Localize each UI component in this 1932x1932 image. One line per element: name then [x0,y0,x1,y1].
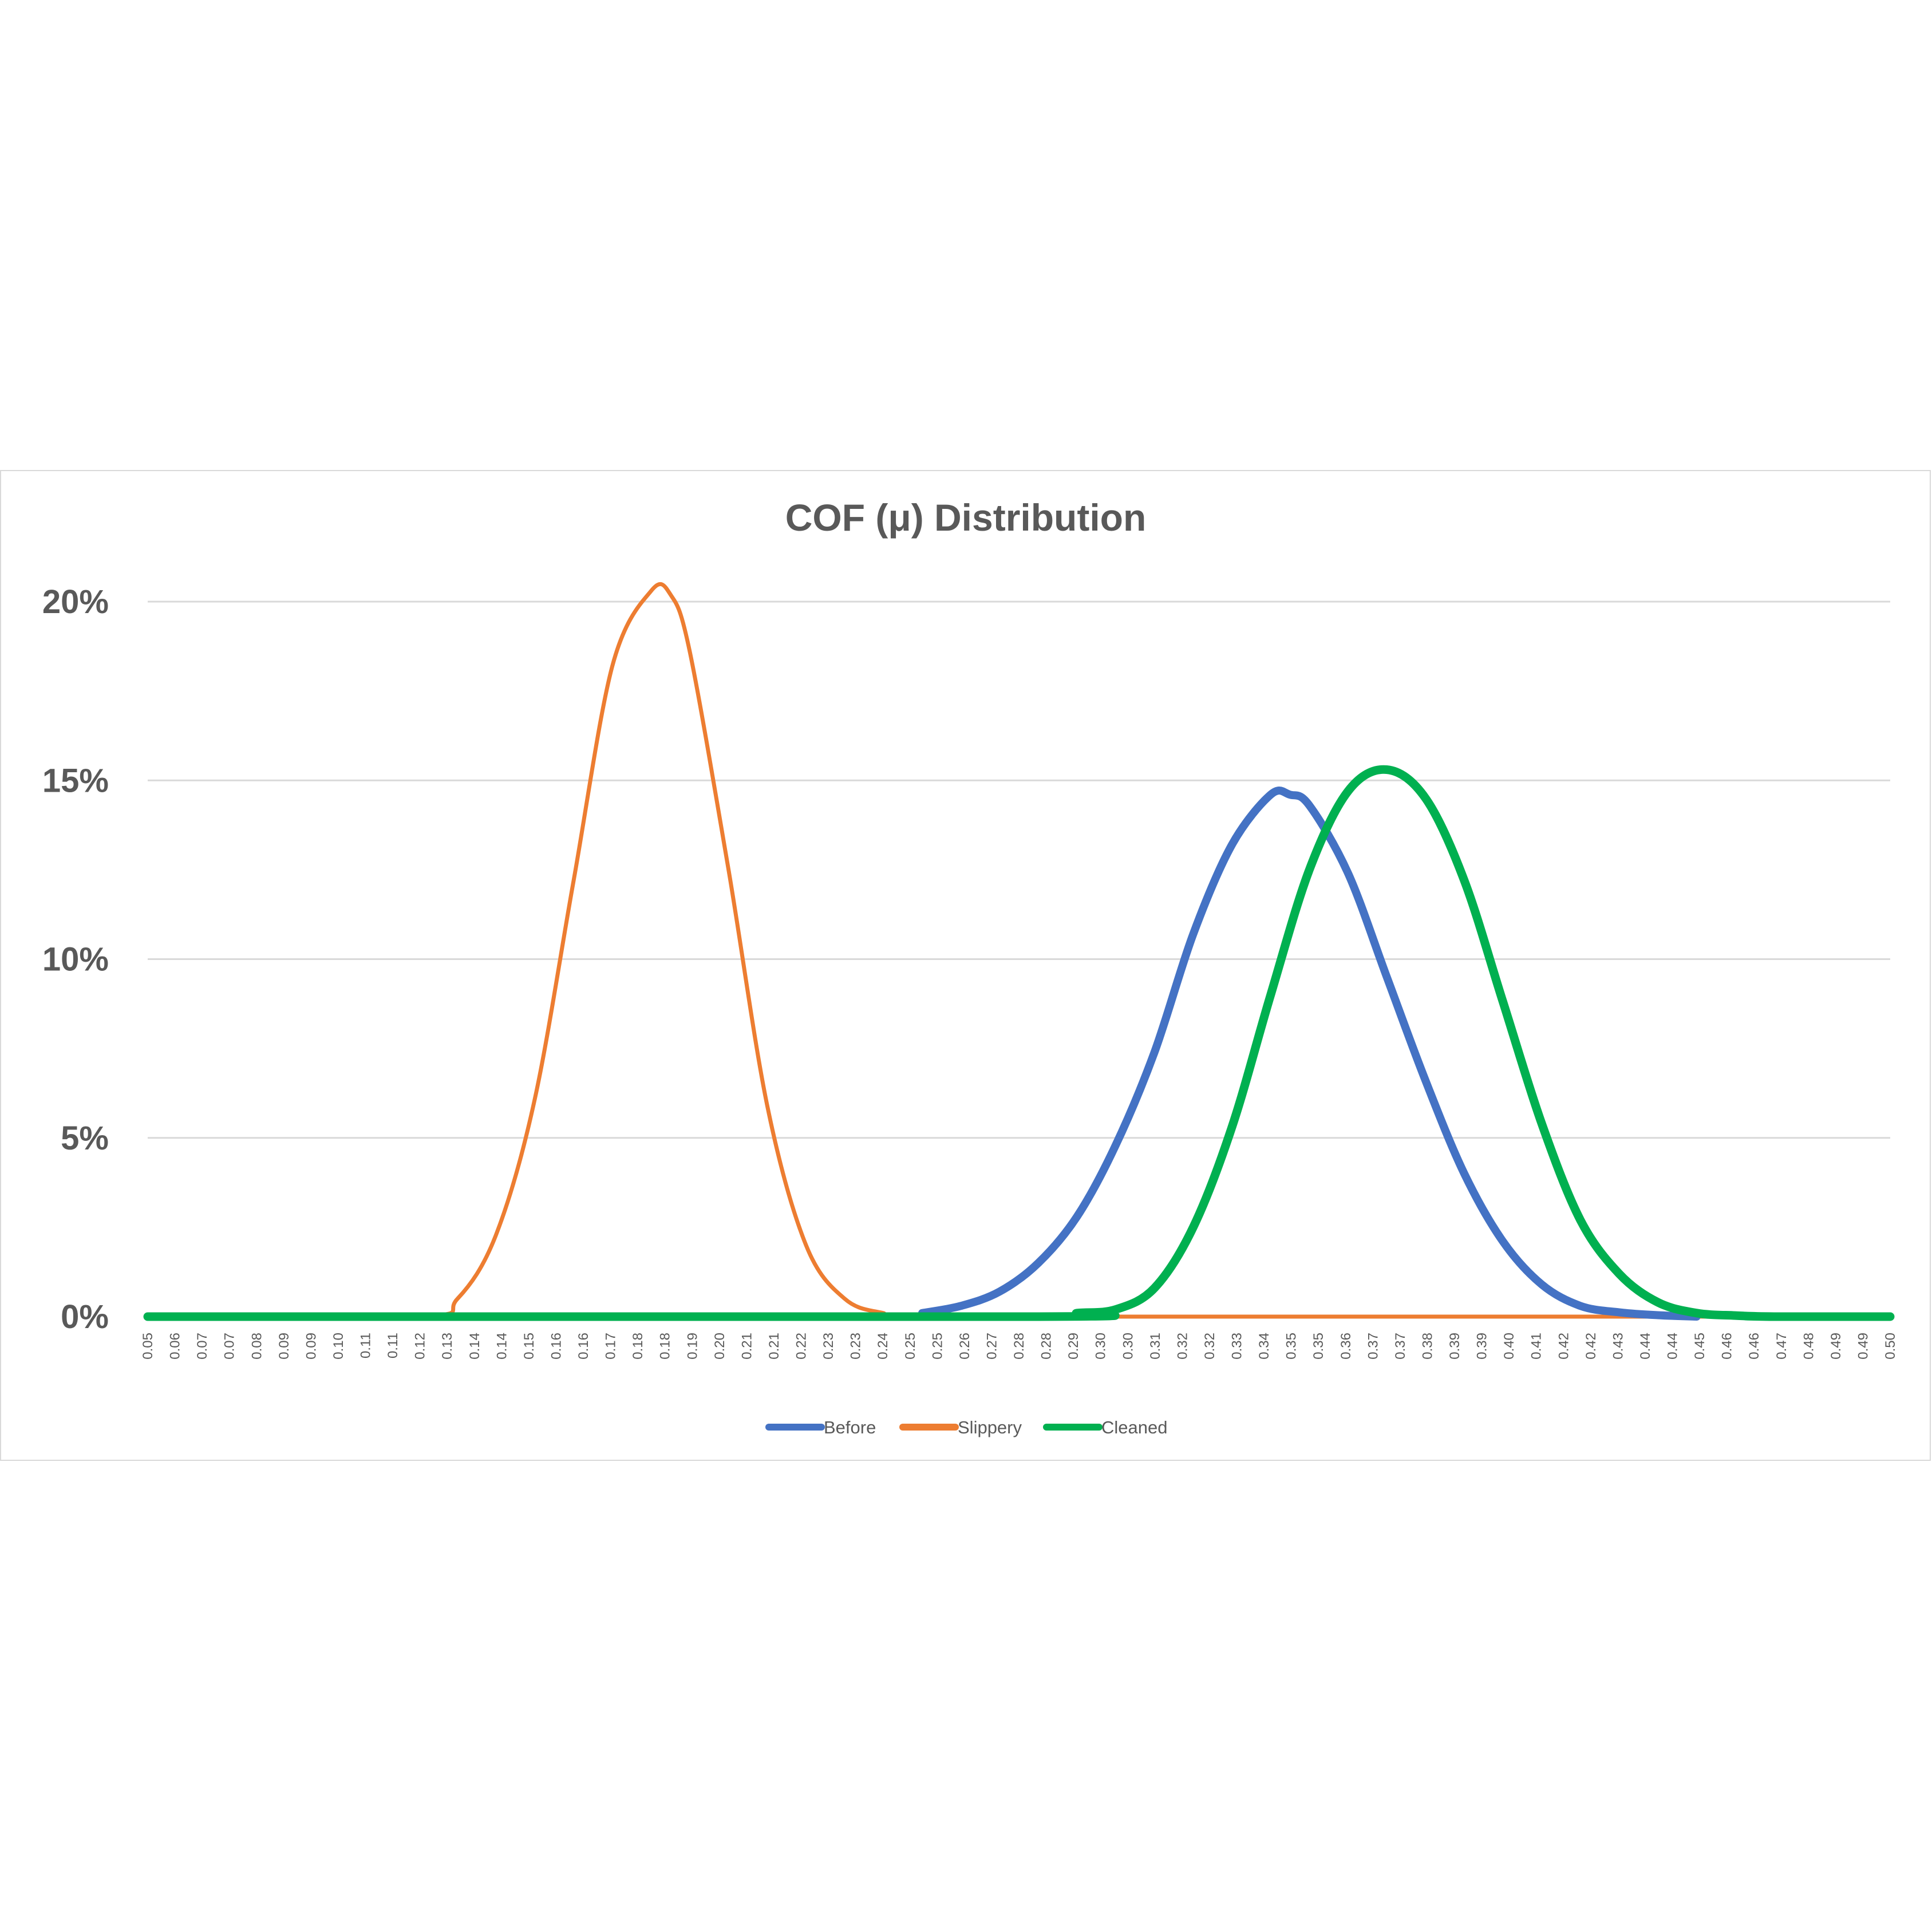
series-line-before [918,787,1701,1321]
x-tick-label: 0.35 [1311,1333,1326,1360]
x-tick-label: 0.18 [658,1333,673,1360]
legend: Before Slippery Cleaned [765,1417,1167,1437]
x-tick-label: 0.38 [1420,1333,1435,1360]
x-tick-label: 0.19 [685,1333,700,1360]
series-line-cleaned [143,765,1895,1321]
x-tick-label: 0.44 [1638,1333,1653,1360]
x-tick-label: 0.43 [1610,1333,1626,1360]
x-tick-label: 0.23 [821,1333,836,1360]
x-tick-label: 0.15 [521,1333,537,1360]
x-tick-label: 0.48 [1801,1333,1816,1360]
x-tick-label: 0.09 [276,1333,292,1360]
x-tick-label: 0.06 [168,1333,183,1360]
x-tick-label: 0.34 [1257,1333,1272,1360]
x-tick-label: 0.50 [1883,1333,1898,1360]
x-tick-label: 0.30 [1120,1333,1136,1360]
x-tick-label: 0.31 [1148,1333,1163,1360]
x-tick-label: 0.14 [494,1333,509,1360]
x-tick-label: 0.33 [1230,1333,1245,1360]
x-tick-label: 0.32 [1202,1333,1218,1360]
x-tick-label: 0.21 [739,1333,754,1360]
x-tick-label: 0.26 [957,1333,973,1360]
x-tick-label: 0.42 [1583,1333,1599,1360]
x-tick-label: 0.25 [930,1333,945,1360]
x-tick-label: 0.21 [767,1333,782,1360]
x-tick-label: 0.30 [1093,1333,1109,1360]
legend-label-cleaned: Cleaned [1101,1417,1167,1437]
x-tick-label: 0.46 [1747,1333,1762,1360]
x-tick-label: 0.20 [712,1333,728,1360]
x-tick-label: 0.13 [440,1333,455,1360]
x-tick-label: 0.16 [548,1333,564,1360]
chart-area [0,470,1931,1461]
x-tick-label: 0.11 [385,1333,401,1358]
x-tick-label: 0.49 [1828,1333,1844,1360]
x-tick-label: 0.07 [195,1333,210,1360]
x-tick-label: 0.46 [1720,1333,1735,1360]
x-tick-label: 0.16 [576,1333,591,1360]
x-tick-label: 0.05 [140,1333,156,1360]
x-tick-label: 0.11 [358,1333,374,1358]
x-tick-label: 0.23 [848,1333,864,1360]
x-tick-label: 0.28 [1039,1333,1054,1360]
series-lines [143,582,1895,1321]
x-tick-label: 0.42 [1556,1333,1571,1360]
x-tick-label: 0.29 [1066,1333,1081,1360]
chart-title: COF (μ) Distribution [785,496,1147,539]
x-tick-label: 0.45 [1692,1333,1708,1360]
x-tick-label: 0.08 [249,1333,264,1360]
x-tick-label: 0.09 [303,1333,319,1360]
x-tick-label: 0.39 [1475,1333,1490,1360]
x-tick-label: 0.41 [1529,1333,1544,1360]
x-tick-label: 0.22 [794,1333,809,1360]
x-tick-label: 0.36 [1338,1333,1354,1360]
x-tick-label: 0.18 [630,1333,646,1360]
x-tick-label: 0.12 [413,1333,428,1360]
legend-label-before: Before [824,1417,876,1437]
x-tick-label: 0.14 [467,1333,483,1360]
legend-label-slippery: Slippery [958,1417,1022,1437]
x-tick-label: 0.37 [1365,1333,1381,1360]
x-tick-label: 0.25 [903,1333,918,1360]
x-axis-ticks: 0.05 0.06 0.07 0.07 0.08 0.09 0.09 0.10 0.11 0.11… [140,1333,1898,1360]
x-tick-label: 0.17 [603,1333,619,1360]
y-tick-label: 20% [42,583,109,621]
x-tick-label: 0.49 [1855,1333,1871,1360]
y-axis-ticks: 0% 5% 10% 15% 20% [42,583,109,1336]
x-tick-label: 0.24 [875,1333,891,1360]
x-tick-label: 0.44 [1665,1333,1681,1360]
series-line-slippery [145,582,1893,1319]
gridlines [148,600,1890,1318]
x-tick-label: 0.35 [1284,1333,1299,1360]
x-tick-label: 0.07 [222,1333,238,1360]
x-tick-label: 0.39 [1447,1333,1463,1360]
y-tick-label: 5% [61,1120,109,1157]
x-tick-label: 0.28 [1012,1333,1027,1360]
x-tick-label: 0.47 [1774,1333,1789,1360]
x-tick-label: 0.27 [984,1333,999,1360]
x-tick-label: 0.37 [1393,1333,1408,1360]
y-tick-label: 10% [42,941,109,978]
x-tick-label: 0.40 [1502,1333,1517,1360]
y-tick-label: 15% [42,762,109,799]
y-tick-label: 0% [61,1298,109,1336]
x-tick-label: 0.10 [331,1333,346,1360]
x-tick-label: 0.32 [1175,1333,1190,1360]
